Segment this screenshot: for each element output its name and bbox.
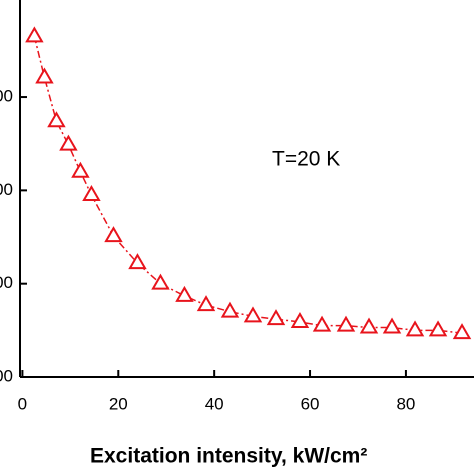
marker [25,26,44,43]
marker [428,320,448,337]
marker [359,317,379,334]
marker [220,301,240,318]
marker [196,295,216,312]
x-tick-label: 80 [396,394,415,413]
x-tick-label: 0 [18,394,27,413]
marker [128,253,147,270]
x-tick-label: 20 [109,394,128,413]
y-tick-label: 100 [0,366,13,385]
marker [82,185,101,202]
marker [151,273,170,290]
marker [452,323,472,340]
annotation: T=20 K [272,148,340,171]
y-tick-label: 200 [0,273,13,292]
marker [266,309,286,326]
marker [47,111,66,128]
marker [35,67,54,84]
series-line [33,36,463,334]
marker [382,317,402,334]
marker [243,306,263,323]
x-tick-label: 60 [301,394,320,413]
marker [312,315,332,332]
marker [71,161,90,178]
x-tick-label: 40 [205,394,224,413]
x-axis-label: Excitation intensity, kW/cm² [90,445,367,468]
marker [104,226,123,243]
marker [405,320,425,337]
marker [290,311,310,328]
marker [175,285,194,302]
marker [336,315,356,332]
y-tick-label: 400 [0,87,13,106]
marker [59,134,78,151]
y-tick-label: 300 [0,180,13,199]
